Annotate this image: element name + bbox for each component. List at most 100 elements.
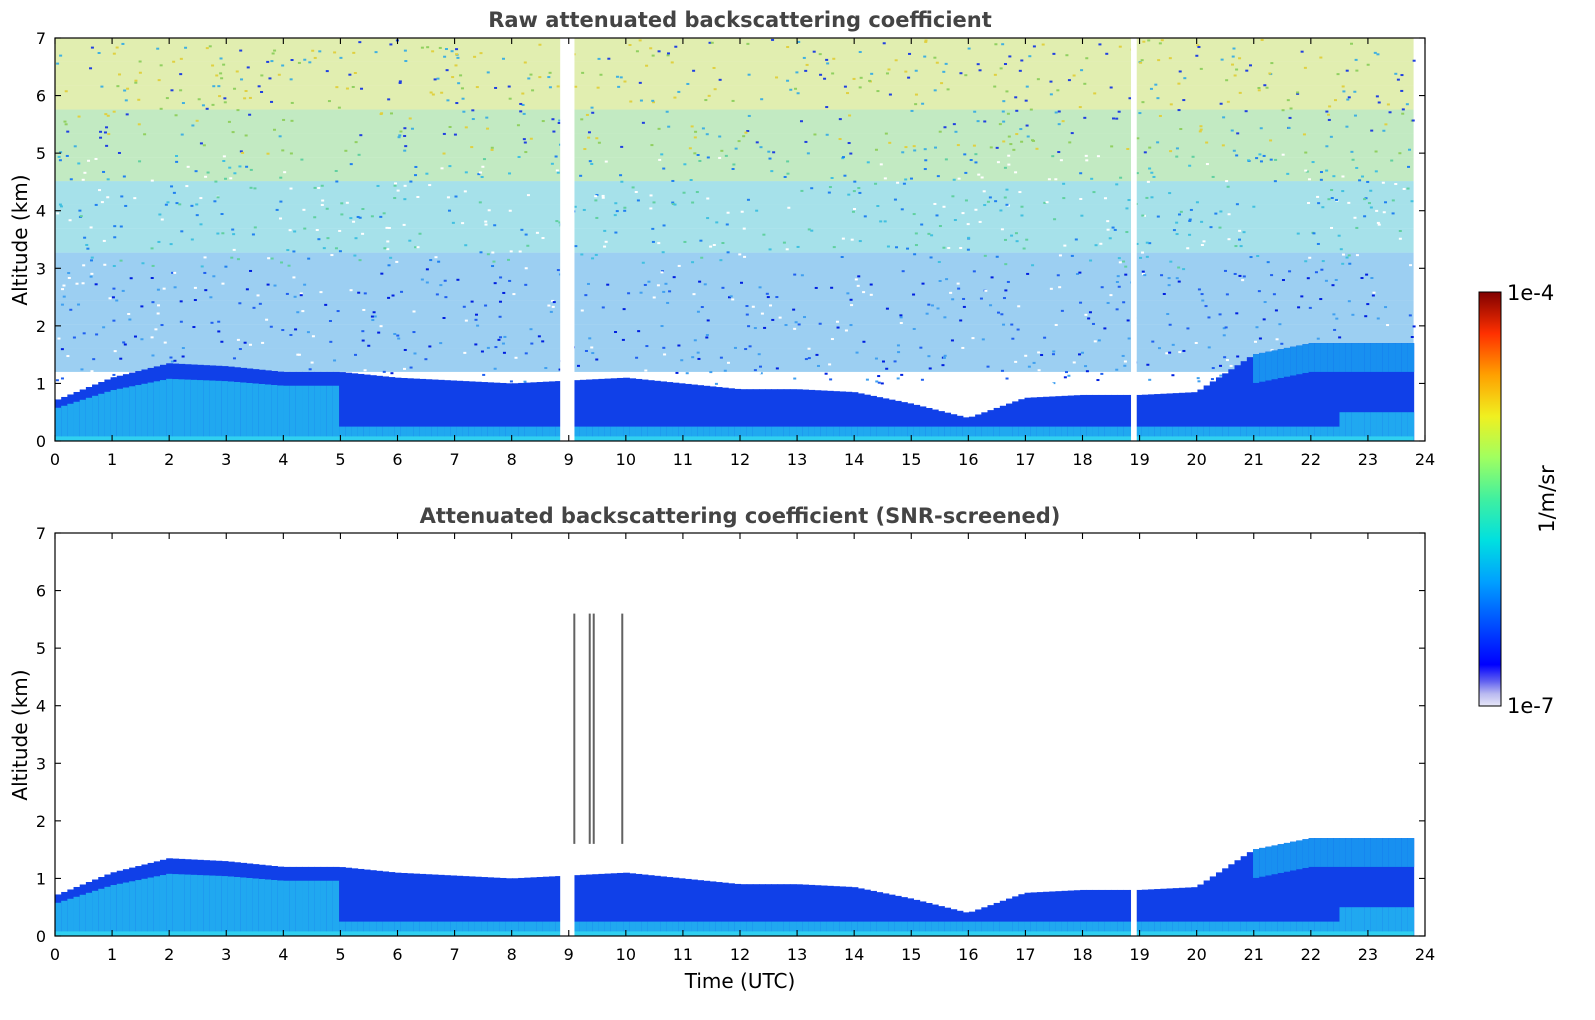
noise-speck (1057, 110, 1061, 113)
noise-speck (202, 144, 206, 147)
boundary-layer-column (691, 879, 698, 936)
aerosol-core (1148, 921, 1155, 936)
aerosol-core (1067, 426, 1075, 441)
noise-speck (660, 153, 664, 156)
x-tick-label: 7 (449, 945, 459, 964)
noise-speck (829, 378, 833, 381)
noise-speck (1177, 280, 1181, 283)
noise-speck (1376, 221, 1380, 224)
boundary-layer-column (474, 381, 482, 441)
noise-speck (599, 73, 603, 76)
noise-speck (218, 95, 222, 98)
noise-speck (541, 340, 545, 343)
aerosol-core (833, 426, 840, 441)
noise-speck (794, 321, 798, 324)
noise-speck (68, 219, 72, 222)
noise-speck (784, 324, 788, 327)
noise-speck (524, 283, 528, 286)
noise-speck (815, 353, 819, 356)
noise-speck (587, 136, 591, 139)
aerosol-core (925, 426, 933, 441)
noise-speck (175, 160, 179, 163)
noise-speck (212, 85, 216, 88)
noise-speck (126, 87, 130, 90)
noise-speck (980, 176, 984, 179)
boundary-layer-column (462, 381, 470, 441)
noise-speck (325, 70, 329, 73)
residual-layer (1388, 343, 1396, 372)
noise-speck (160, 324, 164, 327)
aerosol-core (1049, 921, 1057, 936)
boundary-layer-column (1209, 876, 1217, 936)
noise-speck (587, 131, 591, 134)
noise-speck (108, 297, 112, 300)
noise-speck (102, 239, 106, 242)
aerosol-core (771, 921, 779, 936)
boundary-layer-column (1012, 401, 1019, 441)
noise-speck (1371, 294, 1375, 297)
aerosol-core (938, 921, 945, 936)
boundary-layer-column (1178, 392, 1186, 441)
aerosol-core (962, 921, 970, 936)
aerosol-core (518, 426, 525, 441)
x-tick-label: 16 (958, 450, 978, 469)
boundary-layer-column (1370, 838, 1378, 936)
aerosol-core (1246, 921, 1254, 936)
noise-speck (580, 309, 584, 312)
noise-speck (519, 110, 523, 113)
noise-speck (1108, 237, 1112, 240)
noise-speck (1260, 38, 1264, 41)
noise-speck (1070, 132, 1074, 135)
noise-speck (849, 152, 853, 155)
noise-speck (1207, 346, 1211, 349)
boundary-layer-column (1215, 872, 1223, 936)
noise-speck (1045, 201, 1049, 204)
residual-layer (1253, 849, 1260, 878)
noise-speck (358, 41, 362, 44)
noise-speck (855, 379, 859, 382)
aerosol-core (1370, 907, 1378, 936)
boundary-layer-column (1098, 394, 1106, 441)
noise-speck (448, 125, 452, 128)
noise-speck (1119, 176, 1123, 179)
aerosol-core (592, 921, 600, 936)
noise-speck (1235, 68, 1239, 71)
aerosol-core (320, 880, 328, 936)
noise-speck (623, 206, 627, 209)
noise-speck (912, 145, 916, 148)
x-tick-label: 16 (958, 945, 978, 964)
noise-speck (921, 282, 925, 285)
aerosol-core (1308, 921, 1316, 936)
noise-speck (693, 152, 697, 155)
noise-speck (1386, 324, 1390, 327)
noise-speck (930, 304, 934, 307)
aerosol-core (746, 426, 754, 441)
boundary-layer-column (728, 388, 735, 441)
aerosol-core (1036, 921, 1044, 936)
boundary-layer-column (1073, 395, 1081, 441)
noise-speck (1127, 199, 1131, 202)
boundary-layer-column (1191, 887, 1199, 936)
noise-speck (523, 141, 527, 144)
x-tick-label: 6 (392, 450, 402, 469)
aerosol-core (802, 921, 809, 936)
boundary-layer-column (549, 381, 556, 441)
noise-speck (830, 338, 834, 341)
noise-speck (1263, 301, 1267, 304)
noise-speck (1269, 158, 1273, 161)
noise-speck (1005, 188, 1009, 191)
aerosol-core (462, 426, 470, 441)
noise-speck (671, 179, 675, 182)
noise-speck (451, 221, 455, 224)
aerosol-core (1234, 921, 1242, 936)
noise-speck (634, 190, 638, 193)
noise-speck (1296, 91, 1300, 94)
noise-speck (143, 133, 147, 136)
noise-speck (689, 179, 693, 182)
boundary-layer-column (857, 393, 865, 441)
noise-speck (1377, 223, 1381, 226)
noise-speck (1273, 180, 1277, 183)
aerosol-core (376, 921, 383, 936)
noise-speck (557, 121, 561, 124)
noise-speck (709, 371, 713, 374)
